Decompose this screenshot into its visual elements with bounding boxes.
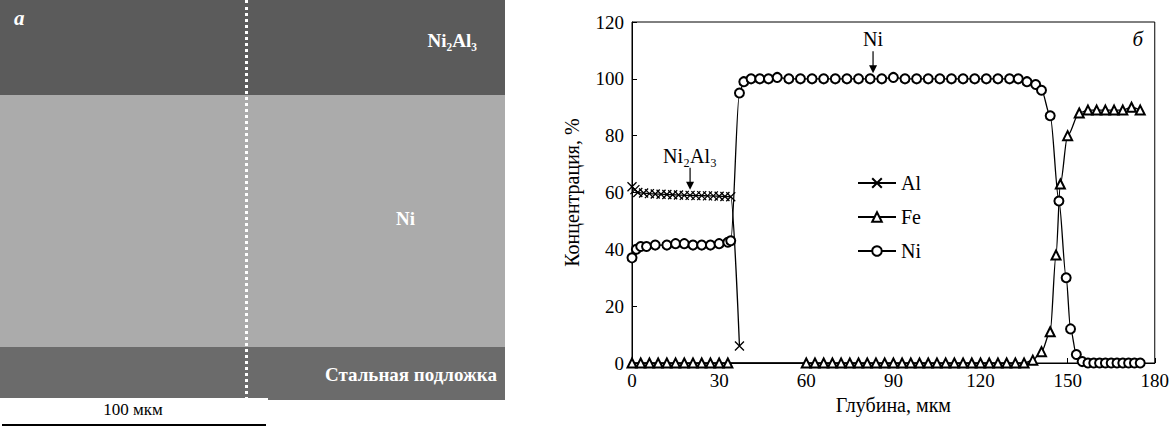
svg-text:б: б: [1132, 27, 1144, 51]
html-text:Ni₂Al₃: Ni₂Al₃: [427, 30, 477, 51]
html-text:100 мкм: 100 мкм: [103, 400, 163, 419]
svg-text:Ni: Ni: [863, 28, 883, 50]
svg-text:120: 120: [966, 370, 995, 391]
svg-text:180: 180: [1141, 370, 1170, 391]
svg-text:40: 40: [605, 239, 624, 260]
svg-text:60: 60: [797, 370, 816, 391]
svg-text:0: 0: [615, 353, 625, 374]
svg-text:20: 20: [605, 296, 624, 317]
svg-text:150: 150: [1053, 370, 1082, 391]
svg-text:Глубина, мкм: Глубина, мкм: [836, 394, 952, 417]
svg-text:30: 30: [710, 370, 729, 391]
svg-text:Ni: Ni: [901, 240, 921, 262]
html-text:Стальная подложка: Стальная подложка: [325, 364, 497, 385]
svg-text:Al: Al: [901, 172, 921, 194]
svg-text:120: 120: [596, 12, 625, 33]
html-text:Ni: Ni: [396, 208, 415, 229]
svg-text:100: 100: [596, 68, 625, 89]
svg-text:80: 80: [605, 125, 624, 146]
svg-text:Концентрация, %: Концентрация, %: [561, 118, 584, 266]
svg-text:0: 0: [627, 370, 637, 391]
svg-text:60: 60: [605, 182, 624, 203]
html-text:a: a: [14, 6, 25, 30]
svg-text:90: 90: [884, 370, 903, 391]
svg-text:Fe: Fe: [901, 206, 921, 228]
svg-text:Ni₂Al₃: Ni₂Al₃: [663, 145, 717, 167]
